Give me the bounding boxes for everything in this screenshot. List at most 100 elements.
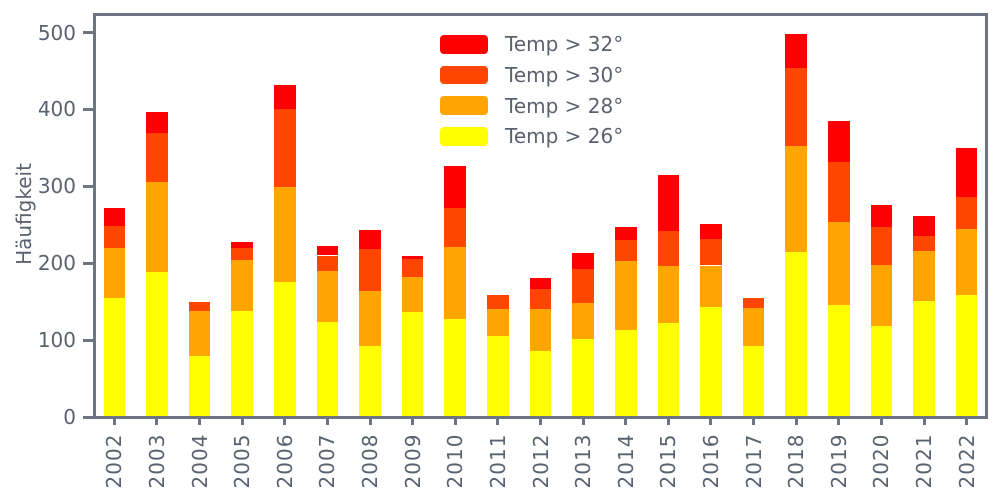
bar-2005-segment-temp-gt-26 <box>231 310 253 417</box>
bar-2017-segment-temp-gt-28 <box>742 307 765 347</box>
bar-2012-segment-temp-gt-30 <box>529 289 552 310</box>
legend-entry-temp-gt-32: Temp > 32° <box>440 29 623 60</box>
bar-2005 <box>231 0 253 500</box>
x-tick-mark-2014 <box>624 419 628 425</box>
bar-2008-segment-temp-gt-30 <box>359 248 381 291</box>
y-tick-label-500: 500 <box>37 20 76 45</box>
bar-2002 <box>103 0 126 500</box>
bar-2007-segment-temp-gt-30 <box>316 255 339 271</box>
bar-2006-segment-temp-gt-30 <box>273 109 296 188</box>
bar-2007-segment-temp-gt-28 <box>316 270 339 323</box>
bar-2013-segment-temp-gt-28 <box>572 303 594 340</box>
bar-2002-segment-temp-gt-32 <box>103 207 126 227</box>
bar-2006-segment-temp-gt-32 <box>273 84 296 110</box>
x-tick-mark-2016 <box>709 419 713 425</box>
bar-2021 <box>913 0 935 500</box>
bar-2006 <box>273 0 296 500</box>
bar-2020-segment-temp-gt-32 <box>870 204 893 228</box>
bar-2003-segment-temp-gt-30 <box>146 133 168 183</box>
x-tick-mark-2017 <box>752 419 756 425</box>
bar-2015-segment-temp-gt-26 <box>657 323 680 417</box>
x-tick-mark-2020 <box>879 419 883 425</box>
legend-swatch-temp-gt-30 <box>440 65 488 85</box>
x-tick-mark-2019 <box>837 419 841 425</box>
bar-2012-segment-temp-gt-28 <box>529 309 552 351</box>
bar-2015-segment-temp-gt-28 <box>657 266 680 324</box>
bar-2020-segment-temp-gt-28 <box>870 264 893 327</box>
bar-2004-segment-temp-gt-26 <box>188 356 211 417</box>
bar-2012 <box>529 0 552 500</box>
bar-2015 <box>657 0 680 500</box>
x-tick-mark-2021 <box>922 419 926 425</box>
legend-label-temp-gt-28: Temp > 28° <box>505 93 624 118</box>
bar-2022-segment-temp-gt-28 <box>955 229 978 296</box>
bar-2010-segment-temp-gt-28 <box>444 247 467 319</box>
y-tick-label-200: 200 <box>37 251 76 276</box>
bar-2005-segment-temp-gt-32 <box>231 242 253 248</box>
bar-2017-segment-temp-gt-30 <box>742 297 765 308</box>
x-tick-mark-2015 <box>666 419 670 425</box>
bar-2003-segment-temp-gt-28 <box>146 182 168 272</box>
bar-2018-segment-temp-gt-32 <box>785 34 807 68</box>
y-tick-label-300: 300 <box>37 174 76 199</box>
bar-2017 <box>742 0 765 500</box>
bar-2021-segment-temp-gt-32 <box>913 215 935 237</box>
bar-2018-segment-temp-gt-28 <box>785 145 807 253</box>
bar-2014-segment-temp-gt-32 <box>614 227 637 241</box>
bar-2013-segment-temp-gt-26 <box>572 339 594 417</box>
bar-2019-segment-temp-gt-32 <box>828 120 850 163</box>
bar-2014-segment-temp-gt-30 <box>614 240 637 261</box>
bar-2019 <box>828 0 850 500</box>
x-tick-mark-2010 <box>453 419 457 425</box>
bar-2007-segment-temp-gt-26 <box>316 322 339 417</box>
x-tick-mark-2007 <box>325 419 329 425</box>
bar-2007 <box>316 0 339 500</box>
x-tick-mark-2022 <box>965 419 969 425</box>
x-tick-mark-2003 <box>155 419 159 425</box>
legend-entry-temp-gt-28: Temp > 28° <box>440 90 623 121</box>
bar-2015-segment-temp-gt-32 <box>657 174 680 231</box>
legend-label-temp-gt-32: Temp > 32° <box>505 32 624 57</box>
x-tick-mark-2004 <box>198 419 202 425</box>
bar-2013-segment-temp-gt-32 <box>572 253 594 270</box>
x-tick-mark-2008 <box>368 419 372 425</box>
bar-2018-segment-temp-gt-26 <box>785 252 807 417</box>
bar-2003 <box>146 0 168 500</box>
bar-2006-segment-temp-gt-26 <box>273 282 296 417</box>
bar-2022-segment-temp-gt-26 <box>955 295 978 417</box>
y-tick-mark-300 <box>83 184 93 188</box>
legend: Temp > 32° Temp > 30° Temp > 28° Temp > 26° <box>440 29 623 152</box>
bar-2021-segment-temp-gt-30 <box>913 236 935 251</box>
bar-2016-segment-temp-gt-30 <box>700 238 722 266</box>
y-tick-mark-500 <box>83 31 93 34</box>
bar-2011-segment-temp-gt-26 <box>487 336 509 417</box>
bar-2003-segment-temp-gt-32 <box>146 111 168 134</box>
bar-2004-segment-temp-gt-30 <box>188 301 211 311</box>
x-tick-mark-2012 <box>539 419 542 425</box>
y-tick-label-0: 0 <box>63 405 76 429</box>
bar-2010-segment-temp-gt-26 <box>444 318 467 417</box>
bar-2016-segment-temp-gt-32 <box>700 223 722 239</box>
bar-2016-segment-temp-gt-26 <box>700 307 722 417</box>
y-tick-mark-100 <box>83 338 93 342</box>
bar-2011-segment-temp-gt-30 <box>487 294 509 310</box>
bar-2010 <box>444 0 467 500</box>
bar-2002-segment-temp-gt-28 <box>103 247 126 298</box>
bar-2002-segment-temp-gt-26 <box>103 297 126 417</box>
bar-2020-segment-temp-gt-30 <box>870 227 893 265</box>
bar-2010-segment-temp-gt-30 <box>444 207 467 248</box>
bar-2014-segment-temp-gt-26 <box>614 330 637 417</box>
x-tick-mark-2009 <box>411 419 415 425</box>
y-tick-mark-0 <box>83 415 93 419</box>
bar-2021-segment-temp-gt-26 <box>913 300 935 417</box>
y-tick-mark-400 <box>83 107 93 111</box>
x-tick-mark-2006 <box>283 419 287 425</box>
x-tick-mark-2013 <box>581 419 585 425</box>
bar-2011 <box>487 0 509 500</box>
legend-entry-temp-gt-30: Temp > 30° <box>440 60 623 91</box>
bar-2004 <box>188 0 211 500</box>
bar-2009-segment-temp-gt-26 <box>401 312 424 417</box>
bar-2022-segment-temp-gt-30 <box>955 197 978 230</box>
bar-2012-segment-temp-gt-32 <box>529 277 552 290</box>
